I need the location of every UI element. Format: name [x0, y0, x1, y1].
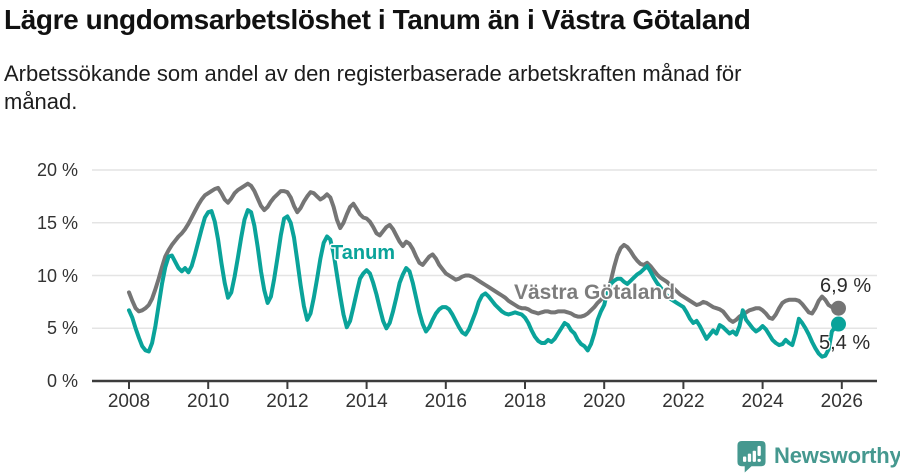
brand-footer[interactable]: Newsworthy: [736, 440, 900, 472]
y-axis-tick-label: 5 %: [46, 318, 78, 339]
end-dot-vastra-gotaland: [831, 300, 846, 316]
page-title: Lägre ungdomsarbetslöshet i Tanum än i V…: [4, 4, 751, 35]
chart-subtitle: Arbetssökande som andel av den registerb…: [4, 61, 742, 114]
series-label-tanum: Tanum: [331, 242, 396, 264]
x-axis-tick-label: 2022: [662, 391, 705, 412]
x-axis-tick-label: 2008: [107, 391, 151, 412]
end-value-label-vastra-gotaland: 6,9 %: [820, 275, 872, 297]
series-label-vastra-gotaland: Västra Götaland: [514, 281, 676, 304]
x-axis-tick-label: 2016: [424, 391, 467, 412]
line-series-tanum: [127, 208, 841, 359]
x-axis-tick-label: 2024: [741, 391, 784, 412]
x-axis-tick-label: 2020: [583, 391, 626, 412]
newsworthy-logo-icon: [737, 440, 766, 472]
x-axis-tick-label: 2014: [345, 391, 388, 412]
y-axis-tick-label: 0 %: [46, 371, 78, 391]
x-axis-tick-label: 2018: [503, 391, 547, 412]
x-axis-tick-label: 2012: [266, 391, 309, 412]
line-series-vastra-gotaland: [127, 181, 841, 324]
x-axis-tick-label: 2026: [820, 391, 863, 412]
y-axis-tick-label: 20 %: [36, 160, 78, 180]
y-axis-tick-label: 15 %: [36, 212, 78, 233]
brand-name[interactable]: Newsworthy: [774, 443, 900, 468]
end-value-label-tanum: 5,4 %: [819, 332, 871, 354]
end-dot-tanum: [831, 316, 846, 332]
y-axis-tick-label: 10 %: [36, 265, 78, 286]
x-axis-tick-label: 2010: [187, 391, 230, 412]
